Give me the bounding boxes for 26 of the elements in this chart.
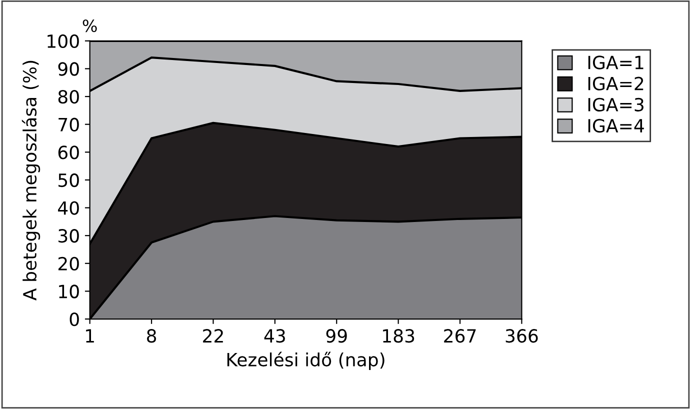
- legend-label: IGA=4: [588, 118, 644, 133]
- y-tick-label: 50: [58, 173, 79, 188]
- legend-label: IGA=1: [588, 56, 644, 70]
- x-tick-label: 99: [326, 329, 347, 343]
- x-tick-label: 183: [383, 329, 414, 343]
- text: %: [82, 20, 97, 32]
- y-tick-label: 20: [58, 256, 79, 271]
- legend-label: IGA=2: [588, 76, 644, 90]
- y-tick-label: 0: [70, 312, 79, 326]
- x-tick-label: 267: [444, 329, 476, 343]
- y-tick-label: 30: [58, 229, 79, 243]
- x-tick-label: 1: [86, 329, 94, 342]
- y-tick-label: 80: [58, 90, 79, 104]
- y-tick-label: 40: [58, 201, 79, 215]
- x-tick-label: 8: [147, 329, 156, 343]
- y-tick-label: 70: [58, 118, 79, 132]
- x-tick-label: 43: [264, 329, 285, 343]
- x-axis-title: Kezelési idő (nap): [227, 352, 384, 370]
- x-tick-label: 366: [506, 329, 538, 343]
- y-tick-label: 100: [48, 34, 79, 48]
- y-tick-label: 90: [58, 62, 79, 76]
- x-tick-label: 22: [203, 329, 223, 342]
- y-tick-label: 60: [58, 146, 79, 160]
- y-axis-title: A betegek megoszlása (%): [22, 60, 40, 300]
- legend-label: IGA=3: [588, 98, 644, 112]
- y-tick-label: 10: [59, 284, 79, 298]
